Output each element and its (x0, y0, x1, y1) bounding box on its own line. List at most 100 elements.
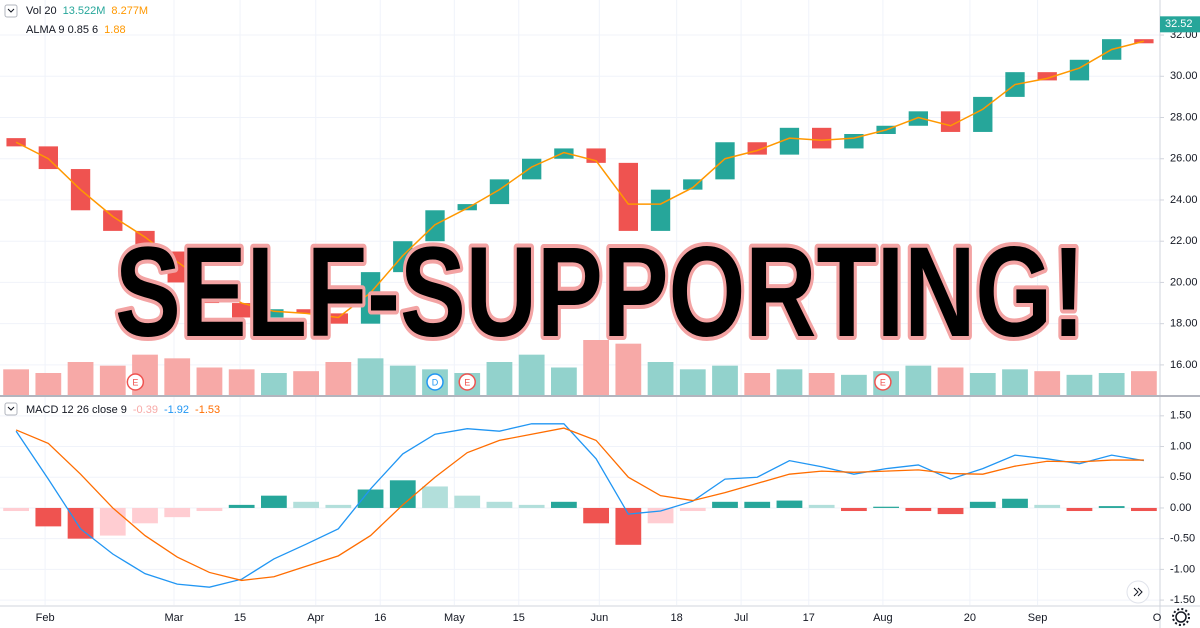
legend-label: ALMA 9 0.85 6 (26, 24, 98, 36)
volume-bar (196, 367, 223, 395)
macd-histogram-bar (454, 495, 481, 508)
legend-value: -1.53 (195, 404, 220, 416)
x-tick-label: Feb (36, 612, 55, 624)
macd-histogram-bar (647, 507, 674, 524)
candle-body (167, 251, 187, 283)
candle-body (940, 111, 961, 132)
volume-bar (1098, 373, 1125, 395)
macd-histogram-bar (357, 489, 384, 508)
legend-label: MACD 12 26 close 9 (26, 404, 127, 416)
candle-body (522, 158, 542, 180)
settings-button[interactable] (1172, 608, 1190, 626)
macd-histogram-bar (679, 507, 706, 512)
event-label: E (464, 377, 470, 387)
candle-body (296, 309, 316, 314)
volume-bar (1034, 371, 1061, 395)
volume-bar (647, 362, 674, 395)
macd-histogram-bar (712, 501, 738, 508)
candle-body (103, 210, 123, 231)
y-tick-label: 1.50 (1170, 410, 1191, 422)
macd-histogram-bar (293, 501, 319, 508)
macd-histogram-bar (422, 486, 448, 508)
event-label: D (432, 377, 439, 387)
volume-bar (99, 365, 126, 395)
candle-body (618, 162, 638, 231)
volume-bar (615, 343, 642, 395)
macd-histogram-bar (261, 495, 287, 508)
volume-bar (712, 365, 738, 395)
x-tick-label: Jun (590, 612, 608, 624)
candle-body (812, 127, 832, 149)
scroll-button[interactable] (1126, 580, 1150, 604)
candle-body (973, 96, 993, 132)
x-tick-label: Apr (307, 612, 324, 624)
macd-histogram-bar (3, 507, 30, 512)
candle-body (232, 303, 252, 318)
volume-bar (357, 358, 384, 395)
event-marker (458, 373, 476, 391)
volume-bar (1002, 369, 1028, 395)
volume-bar (486, 362, 513, 395)
legend-label: Vol 20 (26, 5, 57, 17)
macd-histogram-bar (67, 507, 94, 539)
y-tick-label: 20.00 (1170, 276, 1198, 288)
x-tick-label: 17 (803, 612, 815, 624)
macd-histogram-bar (873, 506, 899, 508)
macd-histogram-bar (1098, 506, 1125, 508)
gear-icon[interactable] (1175, 611, 1187, 623)
macd-histogram-bar (228, 504, 255, 508)
volume-bar (679, 369, 706, 395)
candle-body (489, 179, 510, 205)
volume-bar (228, 369, 255, 395)
x-tick-label: 18 (671, 612, 683, 624)
volume-bar (841, 374, 867, 395)
macd-histogram-bar (969, 501, 996, 508)
macd-histogram-bar (1034, 504, 1061, 508)
macd-histogram-bar (1066, 507, 1093, 512)
macd-histogram-bar (1131, 507, 1157, 512)
legend-value: 8.277M (111, 5, 148, 17)
y-tick-label: 26.00 (1170, 153, 1198, 165)
y-tick-label: 16.00 (1170, 359, 1198, 371)
x-tick-label: Mar (165, 612, 184, 624)
x-tick-label: Aug (873, 612, 893, 624)
y-tick-label: -0.50 (1170, 533, 1195, 545)
y-tick-label: 30.00 (1170, 70, 1198, 82)
event-marker (426, 373, 444, 391)
macd-histogram-bar (518, 504, 545, 508)
volume-bar (744, 373, 771, 395)
collapse-button[interactable] (4, 402, 18, 416)
macd-histogram-bar (551, 501, 577, 508)
event-label: E (132, 377, 138, 387)
x-tick-label: 15 (234, 612, 246, 624)
event-label: E (880, 377, 886, 387)
event-marker (126, 373, 145, 391)
candle-body (328, 313, 348, 324)
candle-body (650, 189, 671, 231)
last-price-label: 32.52 (1165, 18, 1193, 30)
overlay-title: SELF-SUPPORTING! (115, 221, 1085, 364)
x-tick-label: May (444, 612, 465, 624)
candle-body (779, 127, 800, 155)
legend-value: 1.88 (104, 24, 125, 36)
volume-bar (518, 354, 545, 395)
collapse-button[interactable] (4, 4, 18, 18)
macd-histogram-bar (905, 507, 932, 512)
volume-bar (1131, 371, 1157, 395)
macd-line (15, 423, 1144, 588)
macd-histogram-bar (841, 507, 867, 512)
macd-histogram-bar (389, 480, 416, 508)
macd-histogram-bar (937, 507, 964, 515)
macd-histogram-bar (583, 507, 609, 524)
volume-bar (905, 365, 932, 395)
candle-body (715, 142, 735, 180)
scroll-icon (1133, 587, 1143, 597)
legend-value: -1.92 (164, 404, 189, 416)
y-tick-label: 18.00 (1170, 318, 1198, 330)
x-tick-label: 20 (964, 612, 976, 624)
macd-histogram-bar (1002, 498, 1028, 508)
last-price-box (1160, 16, 1200, 33)
volume-bar (325, 362, 352, 395)
grid (0, 0, 1161, 605)
